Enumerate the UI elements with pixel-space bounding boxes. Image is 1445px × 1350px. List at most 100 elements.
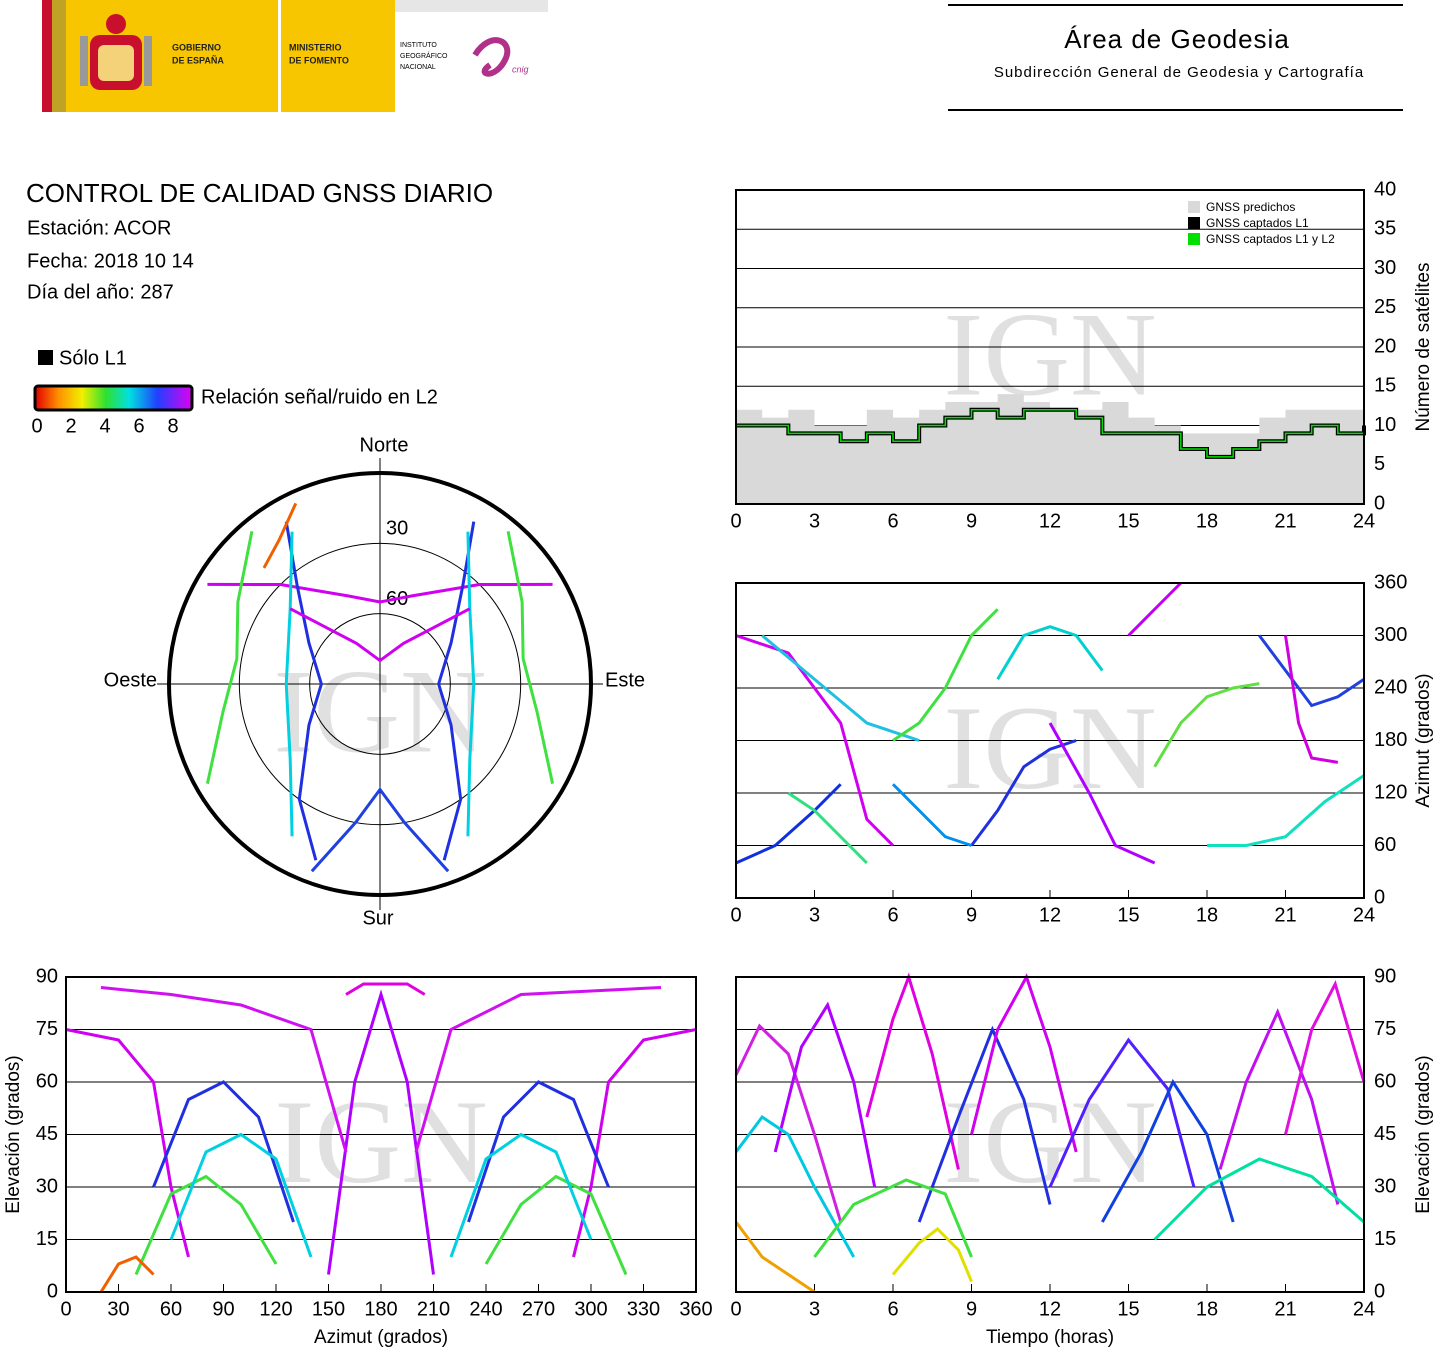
l1-swatch: [38, 350, 53, 365]
satellite-track: [284, 531, 294, 837]
satellite-track: [892, 608, 999, 742]
direction-label: Norte: [360, 434, 409, 456]
ministry-line: DE FOMENTO: [289, 55, 349, 65]
y-tick-label: 300: [1374, 624, 1407, 646]
y-tick-label: 90: [36, 965, 58, 987]
x-tick-label: 0: [60, 1298, 71, 1320]
colorbar-tick-label: 4: [99, 415, 110, 437]
satellite-track: [205, 531, 254, 784]
y-tick-label: 180: [1374, 729, 1407, 751]
satellite-track: [467, 1080, 610, 1223]
legend-swatch: [1188, 233, 1200, 245]
y-tick-label: 10: [1374, 414, 1396, 436]
satellite-track: [99, 1255, 155, 1293]
x-tick-label: 3: [809, 1298, 820, 1320]
satellite-track: [735, 783, 842, 865]
logo-bar: [395, 0, 548, 12]
x-tick-label: 12: [1039, 1298, 1061, 1320]
x-tick-label: 18: [1196, 904, 1218, 926]
area-title: Área de Geodesia: [1064, 24, 1290, 54]
y-axis-label: Elevación (grados): [3, 1055, 24, 1213]
satellite-track: [152, 1080, 295, 1223]
cnig-text: cnig: [512, 64, 529, 74]
satellite-track: [734, 1114, 856, 1258]
satellite-track: [65, 1028, 190, 1258]
satellite-track: [773, 1001, 877, 1188]
x-tick-label: 60: [160, 1298, 182, 1320]
star-strip: [52, 0, 66, 112]
cnig-logo: [472, 37, 511, 77]
satellite-track: [891, 1227, 973, 1283]
watermark: IGN: [274, 1075, 487, 1208]
institute-line: INSTITUTO: [400, 42, 437, 49]
plot-frame: [735, 976, 1365, 1293]
y-tick-label: 240: [1374, 676, 1407, 698]
x-tick-label: 24: [1353, 1298, 1375, 1320]
satellite-track: [735, 634, 895, 847]
direction-label: Este: [605, 669, 645, 691]
satellite-track: [437, 521, 476, 861]
logo-divider: [278, 0, 281, 112]
x-tick-label: 90: [212, 1298, 234, 1320]
y-tick-label: 0: [47, 1280, 58, 1302]
x-tick-label: 21: [1274, 904, 1296, 926]
x-axis-label: Azimut (grados): [314, 1327, 448, 1348]
x-tick-label: 270: [522, 1298, 555, 1320]
y-tick-label: 360: [1374, 571, 1407, 593]
x-tick-label: 9: [966, 510, 977, 532]
ministry-line: MINISTERIO: [289, 42, 342, 52]
satellite-track: [1153, 1157, 1365, 1241]
satellite-track: [134, 1174, 278, 1276]
x-tick-label: 3: [809, 904, 820, 926]
predicted-area: [736, 394, 1364, 504]
x-tick-label: 120: [259, 1298, 292, 1320]
satellite-track: [345, 982, 426, 996]
satellite-track: [1127, 581, 1182, 637]
satellite-track: [506, 531, 555, 784]
satellite-track: [1048, 722, 1156, 865]
y-tick-label: 60: [1374, 1070, 1396, 1092]
x-tick-label: 12: [1039, 510, 1061, 532]
y-tick-label: 15: [1374, 1228, 1396, 1250]
y-tick-label: 0: [1374, 492, 1385, 514]
x-tick-label: 9: [966, 904, 977, 926]
satellite-track: [449, 1132, 593, 1258]
y-tick-label: 35: [1374, 218, 1396, 240]
y-tick-label: 25: [1374, 296, 1396, 318]
institute-line: GEOGRÁFICO: [400, 51, 448, 60]
legend-swatch: [1188, 217, 1200, 229]
y-tick-label: 30: [36, 1175, 58, 1197]
elevation-ring: [238, 542, 522, 826]
y-tick-label: 30: [1374, 257, 1396, 279]
satellite-track: [327, 989, 435, 1275]
x-tick-label: 15: [1117, 904, 1139, 926]
satellite-track: [100, 986, 348, 1153]
satellite-track: [734, 1221, 816, 1294]
satellite-track: [284, 521, 323, 861]
station: Estación: ACOR: [27, 217, 172, 239]
x-tick-label: 18: [1196, 510, 1218, 532]
satellite-track: [289, 607, 471, 663]
y-tick-label: 45: [36, 1123, 58, 1145]
legend-swatch: [1188, 201, 1200, 213]
y-tick-label: 0: [1374, 886, 1385, 908]
report-title: CONTROL DE CALIDAD GNSS DIARIO: [26, 178, 493, 208]
x-tick-label: 6: [887, 510, 898, 532]
area-subtitle: Subdirección General de Geodesia y Carto…: [994, 64, 1364, 81]
x-tick-label: 30: [107, 1298, 129, 1320]
legend-label: GNSS predichos: [1206, 200, 1295, 214]
satellite-track: [169, 1132, 313, 1258]
x-tick-label: 6: [887, 1298, 898, 1320]
polar-frame: [167, 471, 593, 897]
satellite-track: [996, 625, 1104, 681]
x-axis-label: Tiempo (horas): [986, 1327, 1114, 1348]
y-tick-label: 15: [36, 1228, 58, 1250]
direction-label: Sur: [362, 907, 393, 929]
day-of-year: Día del año: 287: [27, 281, 174, 303]
y-tick-label: 20: [1374, 335, 1396, 357]
legend-label: GNSS captados L1 y L2: [1206, 232, 1335, 246]
y-tick-label: 120: [1374, 781, 1407, 803]
x-tick-label: 24: [1353, 510, 1375, 532]
gov-line: GOBIERNO: [172, 42, 221, 52]
snr-colorbar: [33, 384, 194, 412]
